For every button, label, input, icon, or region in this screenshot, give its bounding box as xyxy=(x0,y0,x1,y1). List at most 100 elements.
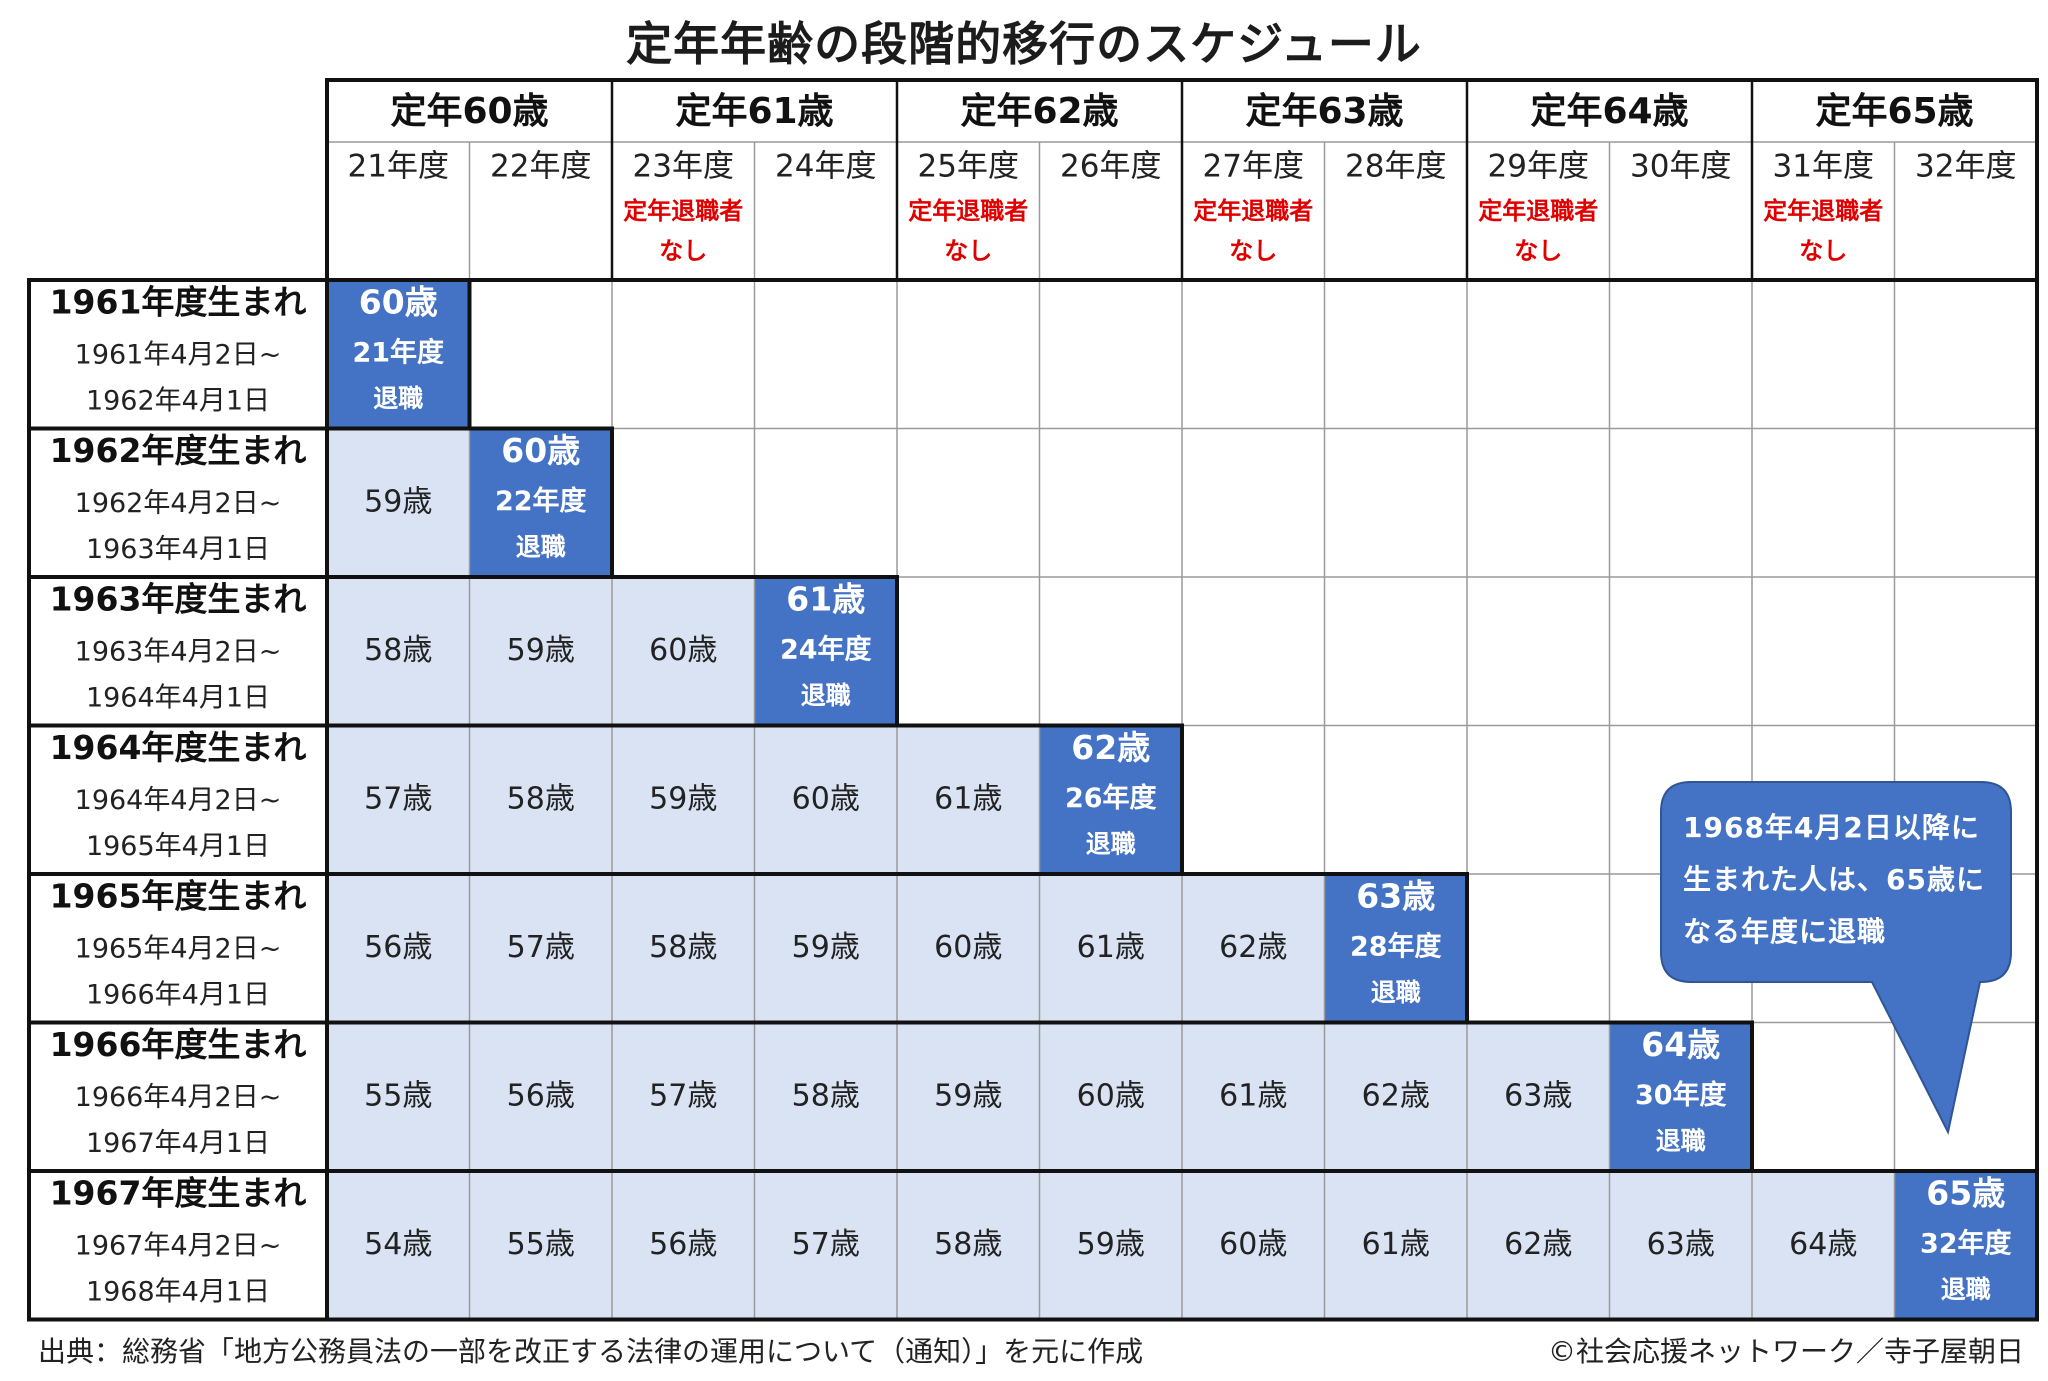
age-label: 61歳 xyxy=(1077,930,1145,965)
table-border xyxy=(27,278,2039,1322)
age-cell xyxy=(469,1022,612,1171)
retire-year: 21年度 xyxy=(352,337,444,369)
age-label: 60歳 xyxy=(792,781,860,816)
credit-note: ©社会応援ネットワーク／寺子屋朝日 xyxy=(1547,1335,2024,1368)
group-header: 定年63歳 xyxy=(1245,91,1403,132)
row-range-start: 1964年4月2日~ xyxy=(75,785,282,816)
retire-word: 退職 xyxy=(1371,978,1421,1007)
row-label: 1963年度生まれ xyxy=(50,580,307,619)
age-label: 62歳 xyxy=(1362,1078,1430,1113)
age-label: 61歳 xyxy=(934,781,1002,816)
age-label: 62歳 xyxy=(1504,1227,1572,1262)
age-cell xyxy=(1609,1171,1752,1320)
age-cell xyxy=(1039,1022,1182,1171)
group-header: 定年61歳 xyxy=(675,91,833,132)
group-header: 定年64歳 xyxy=(1530,91,1688,132)
row-label: 1962年度生まれ xyxy=(50,431,307,470)
age-label: 58歳 xyxy=(934,1227,1002,1262)
row-label: 1964年度生まれ xyxy=(50,728,307,767)
year-header: 26年度 xyxy=(1060,149,1161,185)
year-header: 23年度 xyxy=(633,149,734,185)
age-label: 58歳 xyxy=(792,1078,860,1113)
age-cell xyxy=(754,1022,897,1171)
age-label: 57歳 xyxy=(792,1227,860,1262)
row-range-start: 1966年4月2日~ xyxy=(75,1082,282,1113)
row-range-end: 1964年4月1日 xyxy=(86,683,270,714)
age-label: 55歳 xyxy=(507,1227,575,1262)
year-header: 28年度 xyxy=(1345,149,1446,185)
row-label: 1961年度生まれ xyxy=(50,283,307,322)
retire-age: 63歳 xyxy=(1356,877,1435,916)
age-cell xyxy=(612,1022,755,1171)
age-label: 59歳 xyxy=(934,1078,1002,1113)
age-cell xyxy=(327,577,470,726)
age-label: 58歳 xyxy=(364,633,432,668)
age-label: 56歳 xyxy=(507,1078,575,1113)
age-cell xyxy=(1182,1022,1325,1171)
retire-age: 60歳 xyxy=(359,283,438,322)
age-cell xyxy=(1467,1022,1610,1171)
no-retiree-note: 定年退職者 xyxy=(1478,197,1598,225)
age-cell xyxy=(612,725,755,874)
year-header: 32年度 xyxy=(1915,149,2016,185)
retire-word: 退職 xyxy=(1941,1275,1991,1304)
age-label: 61歳 xyxy=(1219,1078,1287,1113)
year-header: 22年度 xyxy=(490,149,591,185)
age-cell xyxy=(1752,1171,1895,1320)
age-cell xyxy=(1182,1171,1325,1320)
retire-word: 退職 xyxy=(801,681,851,710)
row-range-start: 1961年4月2日~ xyxy=(75,340,282,371)
age-cell xyxy=(754,725,897,874)
no-retiree-note: なし xyxy=(1514,237,1562,265)
age-label: 60歳 xyxy=(649,633,717,668)
age-cell xyxy=(1324,1171,1467,1320)
age-cell xyxy=(897,725,1040,874)
retire-cell xyxy=(469,428,612,577)
row-range-end: 1962年4月1日 xyxy=(86,386,270,417)
retire-age: 64歳 xyxy=(1641,1025,1720,1064)
retire-year: 24年度 xyxy=(780,634,872,666)
retire-age: 62歳 xyxy=(1071,728,1150,767)
age-label: 57歳 xyxy=(507,930,575,965)
age-cell xyxy=(754,1171,897,1320)
age-label: 59歳 xyxy=(364,484,432,519)
row-range-start: 1965年4月2日~ xyxy=(75,934,282,965)
age-cell xyxy=(1039,1171,1182,1320)
age-cell xyxy=(327,725,470,874)
retire-word: 退職 xyxy=(516,533,566,562)
year-header: 27年度 xyxy=(1203,149,1304,185)
age-label: 58歳 xyxy=(649,930,717,965)
age-label: 63歳 xyxy=(1504,1078,1572,1113)
retire-cell xyxy=(1324,874,1467,1023)
age-label: 60歳 xyxy=(1219,1227,1287,1262)
age-cell xyxy=(327,1171,470,1320)
age-label: 62歳 xyxy=(1219,930,1287,965)
callout-text: 1968年4月2日以降に生まれた人は、65歳になる年度に退職 xyxy=(1683,811,1985,948)
retire-age: 61歳 xyxy=(786,580,865,619)
retire-year: 32年度 xyxy=(1920,1228,2012,1260)
age-cell xyxy=(1467,1171,1610,1320)
age-label: 59歳 xyxy=(792,930,860,965)
row-label: 1967年度生まれ xyxy=(50,1174,307,1213)
age-label: 61歳 xyxy=(1362,1227,1430,1262)
row-range-end: 1965年4月1日 xyxy=(86,831,270,862)
age-label: 58歳 xyxy=(507,781,575,816)
age-cell xyxy=(612,577,755,726)
no-retiree-note: なし xyxy=(1229,237,1277,265)
year-header: 30年度 xyxy=(1630,149,1731,185)
row-range-end: 1966年4月1日 xyxy=(86,980,270,1011)
age-cell xyxy=(612,874,755,1023)
retire-age: 65歳 xyxy=(1926,1174,2005,1213)
retire-age: 60歳 xyxy=(501,431,580,470)
age-label: 60歳 xyxy=(1077,1078,1145,1113)
age-label: 59歳 xyxy=(507,633,575,668)
age-cell xyxy=(897,1022,1040,1171)
retire-cell xyxy=(1894,1171,2037,1320)
retire-cell xyxy=(1609,1022,1752,1171)
age-cell xyxy=(327,874,470,1023)
retire-word: 退職 xyxy=(1086,830,1136,859)
age-cell xyxy=(1324,1022,1467,1171)
row-range-start: 1963年4月2日~ xyxy=(75,637,282,668)
retire-year: 26年度 xyxy=(1065,782,1157,814)
age-label: 64歳 xyxy=(1789,1227,1857,1262)
